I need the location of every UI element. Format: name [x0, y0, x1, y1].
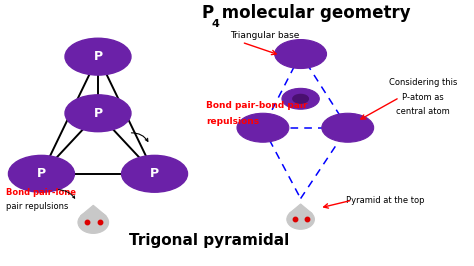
Circle shape — [275, 40, 327, 69]
Circle shape — [282, 88, 319, 109]
Text: molecular geometry: molecular geometry — [216, 4, 410, 22]
Circle shape — [293, 94, 309, 103]
Ellipse shape — [78, 211, 109, 233]
Circle shape — [237, 113, 289, 142]
Text: P: P — [201, 4, 214, 22]
Text: Pyramid at the top: Pyramid at the top — [346, 196, 425, 205]
Text: Bond pair-bond pair: Bond pair-bond pair — [206, 101, 308, 110]
Text: P: P — [93, 50, 102, 63]
Circle shape — [9, 155, 74, 192]
Text: 4: 4 — [211, 19, 219, 29]
Circle shape — [65, 38, 131, 75]
Circle shape — [322, 113, 374, 142]
Polygon shape — [289, 204, 312, 214]
Ellipse shape — [287, 209, 314, 229]
Circle shape — [121, 155, 188, 192]
Text: Triangular base: Triangular base — [230, 31, 299, 40]
Text: central atom: central atom — [396, 107, 450, 117]
Circle shape — [65, 95, 131, 132]
Text: P: P — [37, 167, 46, 180]
Text: P: P — [150, 167, 159, 180]
Text: repulsions: repulsions — [206, 117, 259, 126]
FancyArrowPatch shape — [131, 133, 148, 141]
Text: Trigonal pyramidal: Trigonal pyramidal — [128, 234, 289, 248]
Text: P: P — [93, 107, 102, 120]
Text: Considering this: Considering this — [389, 78, 457, 88]
Polygon shape — [81, 205, 106, 216]
Text: Bond pair-lone: Bond pair-lone — [6, 188, 76, 197]
Text: P-atom as: P-atom as — [402, 93, 444, 102]
Text: pair repulsions: pair repulsions — [6, 202, 68, 211]
FancyArrowPatch shape — [58, 190, 75, 198]
